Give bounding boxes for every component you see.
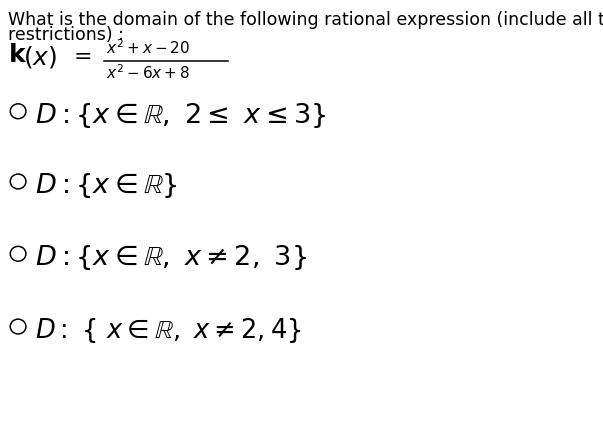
Text: $=$: $=$ (69, 44, 92, 66)
Text: $D:\{x\in\mathbb{R}\}$: $D:\{x\in\mathbb{R}\}$ (35, 171, 177, 200)
Text: restrictions) :: restrictions) : (8, 26, 124, 44)
Text: $D:\ \{\ x\in\mathbb{R},\ x\neq 2, 4\}$: $D:\ \{\ x\in\mathbb{R},\ x\neq 2, 4\}$ (35, 316, 302, 345)
Text: $D:\{x\in\mathbb{R},\ x\neq 2,\ 3\}$: $D:\{x\in\mathbb{R},\ x\neq 2,\ 3\}$ (35, 243, 307, 272)
Text: $D:\{x\in\mathbb{R},\ 2\leq\ x\leq 3\}$: $D:\{x\in\mathbb{R},\ 2\leq\ x\leq 3\}$ (35, 101, 326, 130)
Text: $\bf{k}$: $\bf{k}$ (8, 44, 27, 67)
Text: $\left(\mathit{x}\right)$: $\left(\mathit{x}\right)$ (23, 44, 57, 70)
Text: What is the domain of the following rational expression (include all types of: What is the domain of the following rati… (8, 11, 603, 29)
Text: $x^2+x-20$: $x^2+x-20$ (106, 38, 190, 57)
Text: $x^2-6x+8$: $x^2-6x+8$ (106, 63, 190, 82)
